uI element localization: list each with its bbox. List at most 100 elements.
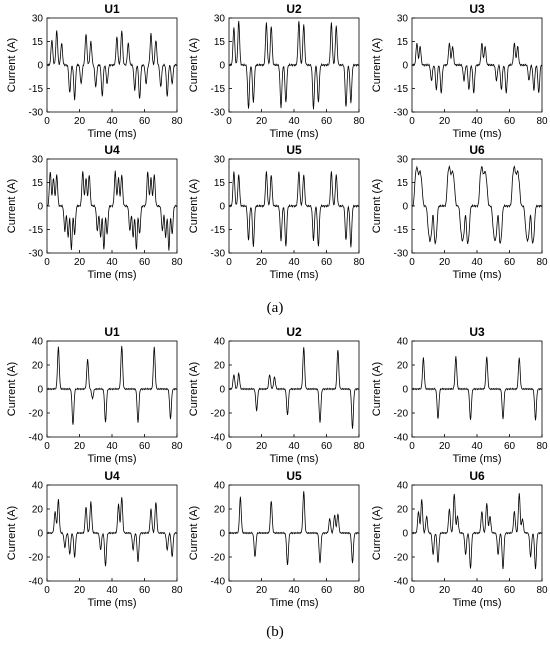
y-tick-label: -20 — [29, 553, 44, 564]
y-axis-label: Current (A) — [188, 179, 200, 233]
y-axis-label: Current (A) — [371, 362, 383, 416]
x-axis-label: Time (ms) — [87, 128, 136, 140]
y-tick-label: -15 — [29, 225, 44, 236]
y-tick-label: 20 — [32, 361, 44, 372]
x-tick-label: 0 — [409, 257, 415, 268]
y-tick-label: 40 — [214, 337, 226, 348]
x-tick-label: 40 — [288, 116, 300, 127]
y-tick-label: 20 — [214, 505, 226, 516]
x-tick-label: 60 — [504, 116, 516, 127]
x-axis-label: Time (ms) — [269, 453, 318, 465]
panel-title: U6 — [469, 469, 485, 483]
caption-b: (b) — [266, 624, 284, 640]
series-line — [411, 42, 543, 94]
y-tick-label: -40 — [394, 577, 409, 588]
panel-title: U4 — [104, 469, 120, 483]
y-axis-label: Current (A) — [188, 362, 200, 416]
y-tick-label: -20 — [29, 409, 44, 420]
x-axis-label: Time (ms) — [452, 597, 501, 609]
x-tick-label: 80 — [353, 116, 365, 127]
x-axis-label: Time (ms) — [269, 597, 318, 609]
y-tick-label: 15 — [397, 178, 409, 189]
x-tick-label: 0 — [409, 116, 415, 127]
x-tick-label: 20 — [74, 116, 86, 127]
y-tick-label: 40 — [214, 481, 226, 492]
panel-title: U4 — [104, 143, 120, 157]
y-axis-label: Current (A) — [371, 179, 383, 233]
x-tick-label: 20 — [256, 441, 268, 452]
y-tick-label: 0 — [402, 385, 408, 396]
x-tick-label: 80 — [171, 441, 183, 452]
y-tick-label: 40 — [32, 337, 44, 348]
series-line — [46, 170, 178, 251]
x-tick-label: 40 — [106, 585, 118, 596]
y-tick-label: 0 — [37, 61, 43, 72]
y-tick-label: 15 — [214, 37, 226, 48]
panel-title: U3 — [469, 2, 485, 16]
y-tick-label: -30 — [211, 249, 226, 260]
x-tick-label: 0 — [44, 441, 50, 452]
x-tick-label: 60 — [139, 441, 151, 452]
y-tick-label: 20 — [397, 505, 409, 516]
y-tick-label: 30 — [397, 155, 409, 166]
y-tick-label: -15 — [29, 84, 44, 95]
y-tick-label: 0 — [37, 385, 43, 396]
x-tick-label: 40 — [288, 441, 300, 452]
x-tick-label: 0 — [226, 257, 232, 268]
x-tick-label: 60 — [139, 585, 151, 596]
x-tick-label: 60 — [321, 585, 333, 596]
x-tick-label: 60 — [504, 257, 516, 268]
y-tick-label: 30 — [214, 155, 226, 166]
x-tick-label: 60 — [321, 441, 333, 452]
y-tick-label: -40 — [211, 577, 226, 588]
y-tick-label: -30 — [394, 108, 409, 119]
panel-title: U1 — [104, 2, 120, 16]
y-tick-label: -40 — [29, 433, 44, 444]
x-tick-label: 80 — [536, 441, 548, 452]
x-tick-label: 40 — [106, 116, 118, 127]
panel-title: U2 — [286, 325, 302, 339]
y-tick-label: 40 — [32, 481, 44, 492]
series-line — [228, 491, 360, 566]
y-tick-label: -15 — [394, 84, 409, 95]
y-tick-label: 0 — [402, 202, 408, 213]
y-tick-label: -15 — [211, 84, 226, 95]
y-axis-label: Current (A) — [188, 38, 200, 92]
x-tick-label: 60 — [321, 116, 333, 127]
y-tick-label: 15 — [32, 37, 44, 48]
x-tick-label: 20 — [439, 441, 451, 452]
y-tick-label: -20 — [394, 409, 409, 420]
x-axis-label: Time (ms) — [269, 269, 318, 281]
series-line — [46, 30, 178, 101]
x-tick-label: 0 — [44, 116, 50, 127]
x-tick-label: 80 — [536, 116, 548, 127]
x-tick-label: 40 — [471, 116, 483, 127]
y-tick-label: 0 — [219, 385, 225, 396]
x-axis-label: Time (ms) — [452, 269, 501, 281]
y-axis-label: Current (A) — [6, 179, 18, 233]
y-axis-label: Current (A) — [6, 506, 18, 560]
y-tick-label: 20 — [397, 361, 409, 372]
y-axis-label: Current (A) — [6, 38, 18, 92]
x-tick-label: 20 — [74, 257, 86, 268]
y-tick-label: 40 — [397, 481, 409, 492]
series-line — [228, 20, 360, 110]
y-tick-label: 0 — [402, 529, 408, 540]
y-tick-label: -30 — [29, 108, 44, 119]
y-tick-label: -40 — [29, 577, 44, 588]
x-tick-label: 80 — [353, 585, 365, 596]
y-tick-label: -20 — [211, 553, 226, 564]
x-axis-label: Time (ms) — [452, 128, 501, 140]
x-tick-label: 80 — [353, 441, 365, 452]
x-tick-label: 0 — [409, 585, 415, 596]
x-tick-label: 60 — [504, 441, 516, 452]
y-tick-label: -30 — [29, 249, 44, 260]
y-axis-label: Current (A) — [6, 362, 18, 416]
